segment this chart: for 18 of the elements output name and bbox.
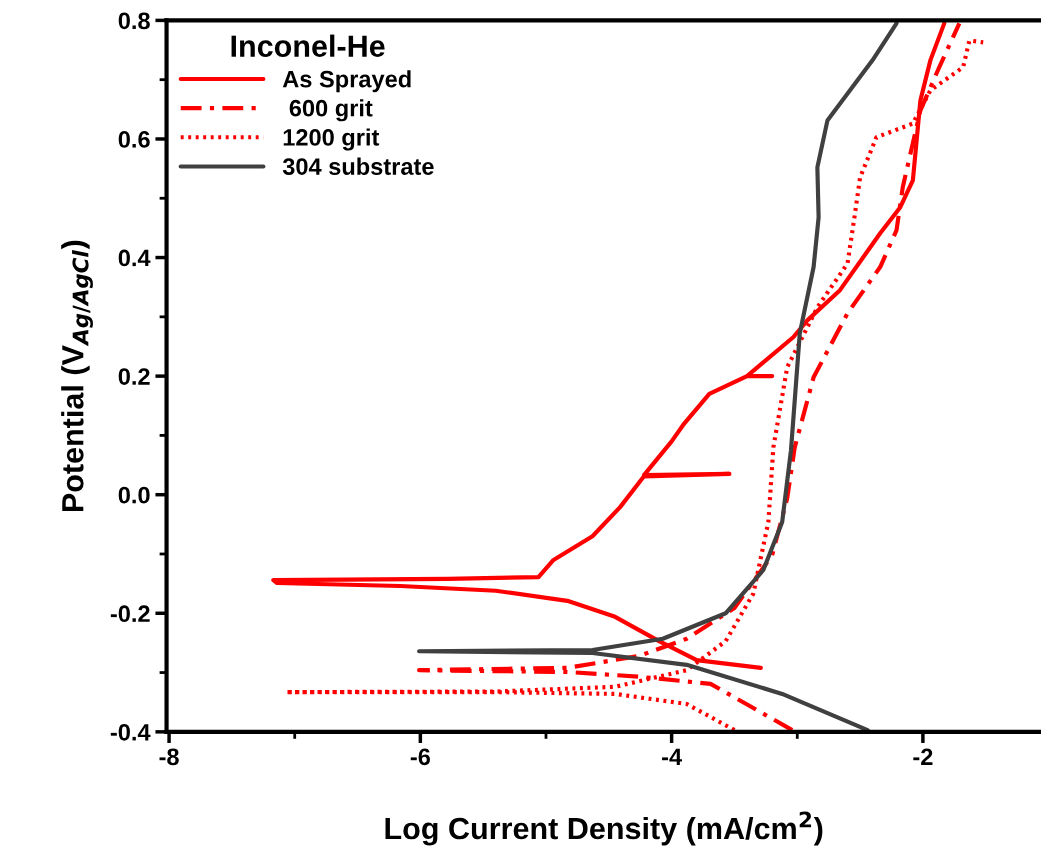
y-axis-title: Potential (V$_{Ag/AgCl}$): [61, 240, 93, 512]
legend-label: As Sprayed: [282, 70, 411, 93]
x-tick-label: -6: [410, 748, 430, 766]
x-tick-label: -8: [159, 748, 179, 766]
legend-label: 304 substrate: [282, 157, 434, 175]
x-tick-label: -4: [662, 748, 682, 765]
legend-label: 600 grit: [289, 99, 373, 122]
y-tick-label: 0.8: [118, 12, 150, 30]
y-tick-label: 0.6: [118, 131, 150, 148]
legend-title: Inconel-He: [231, 34, 385, 58]
y-tick-label: 0.0: [118, 486, 150, 504]
y-tick-label: -0.2: [110, 605, 150, 623]
y-tick-label: 0.2: [118, 368, 150, 385]
x-axis-title: Log Current Density (mA/cm$^{2}$): [385, 811, 823, 846]
y-tick-label: 0.4: [118, 249, 151, 267]
x-tick-label: -2: [913, 748, 933, 765]
y-tick-label: -0.4: [110, 723, 151, 741]
legend-label: 1200 grit: [283, 128, 380, 151]
